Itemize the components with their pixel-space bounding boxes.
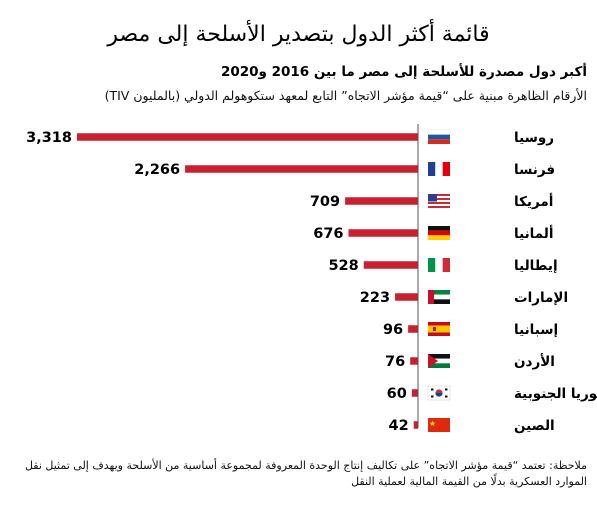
- bar: [348, 229, 418, 237]
- data-label: 2,266: [134, 162, 180, 178]
- bar: [77, 133, 418, 141]
- data-label: 42: [388, 418, 408, 434]
- bar: [345, 197, 418, 205]
- category-label: كوريا الجنوبية: [514, 386, 597, 402]
- flag-usa-icon: [428, 194, 450, 208]
- category-label: الإمارات: [514, 290, 568, 306]
- bar: [413, 421, 418, 429]
- bar: [411, 389, 418, 397]
- data-label: 223: [360, 290, 390, 306]
- category-label: الصين: [514, 418, 555, 434]
- flag-uae-icon: [428, 290, 450, 304]
- data-label: 709: [310, 194, 340, 210]
- flag-france-icon: [428, 162, 450, 176]
- bar: [410, 357, 418, 365]
- category-label: إيطاليا: [514, 258, 558, 274]
- flag-china-icon: [428, 418, 450, 432]
- category-label: الأردن: [514, 353, 555, 370]
- bar-chart: 3,318 روسيا 2,266 فرنسا 709 أمريكا 676 ألمانيا 5…: [26, 124, 597, 434]
- category-label: أمريكا: [514, 193, 553, 210]
- flag-russia-icon: [427, 129, 451, 144]
- bar: [395, 293, 418, 301]
- chart-description: الأرقام الظاهرة مبنية على “قيمة مؤشر الا…: [104, 88, 587, 103]
- data-label: 676: [313, 226, 343, 242]
- chart-subtitle: أكبر دول مصدرة للأسلحة إلى مصر ما بين 20…: [220, 64, 587, 80]
- data-label: 76: [385, 354, 405, 370]
- flag-south-korea-icon: [427, 385, 451, 401]
- flag-italy-icon: [428, 258, 450, 272]
- category-label: ألمانيا: [514, 225, 553, 242]
- bar: [363, 261, 418, 269]
- chart-note: ملاحظة: تعتمد “قيمة مؤشر الاتجاه” على تك…: [24, 459, 587, 488]
- bar: [408, 325, 418, 333]
- data-label: 96: [383, 322, 403, 338]
- data-label: 3,318: [26, 130, 72, 146]
- flag-jordan-icon: [428, 354, 450, 368]
- flag-spain-icon: [428, 322, 450, 336]
- bar: [185, 165, 418, 173]
- category-label: فرنسا: [514, 162, 555, 178]
- category-label: إسبانيا: [514, 322, 558, 338]
- data-label: 528: [328, 258, 358, 274]
- flag-germany-icon: [428, 226, 450, 240]
- chart-title: قائمة أكثر الدول بتصدير الأسلحة إلى مصر: [107, 22, 490, 47]
- data-label: 60: [387, 386, 407, 402]
- category-label: روسيا: [514, 130, 554, 146]
